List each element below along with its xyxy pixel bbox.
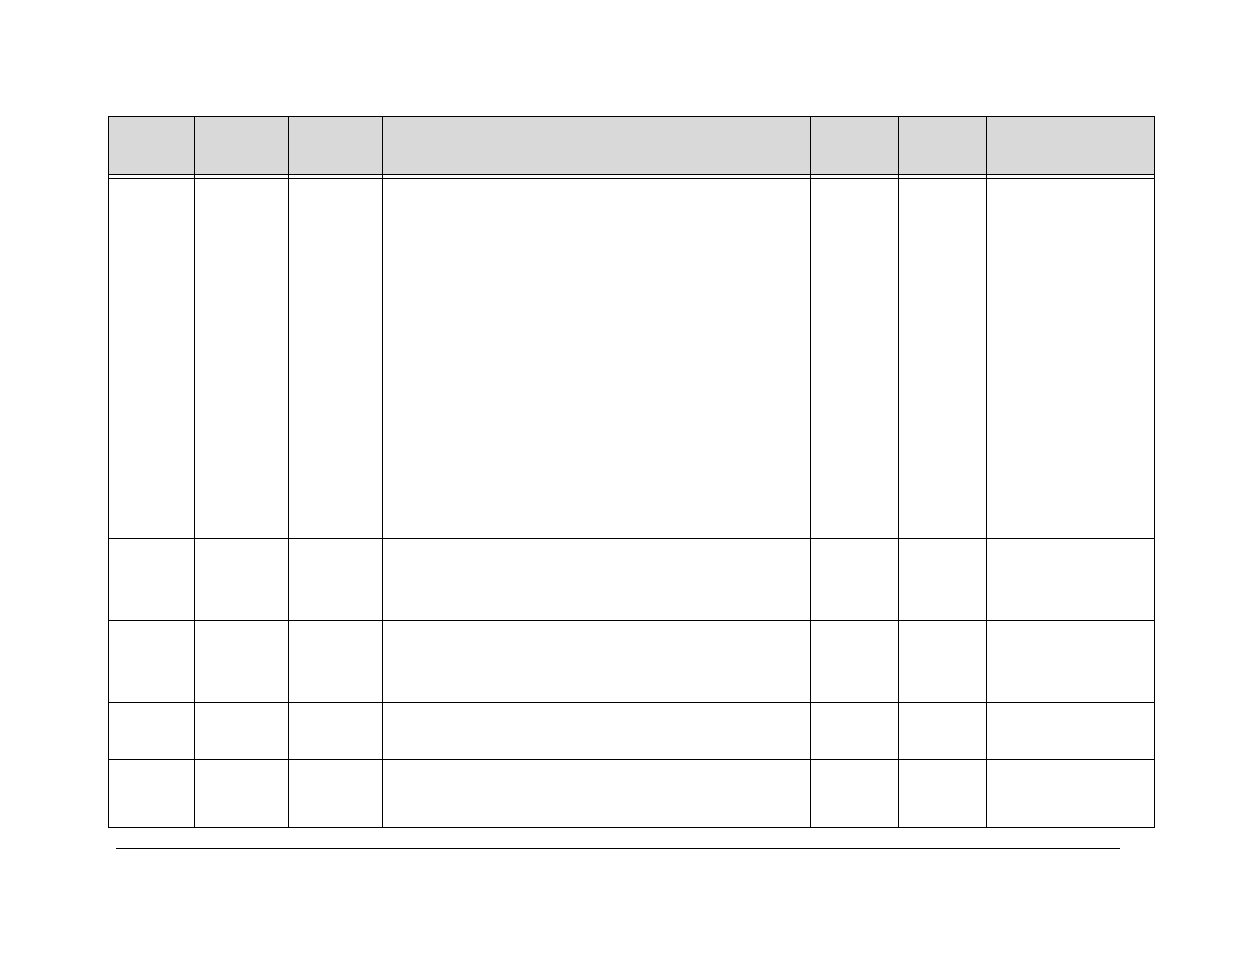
table-cell [195,759,289,827]
table-row [109,538,1155,620]
table-row [109,703,1155,759]
table-cell [195,621,289,703]
table-cell [109,538,195,620]
table-cell [289,759,383,827]
table-cell [987,175,1155,539]
table-cell [195,703,289,759]
table-header-cell [987,117,1155,175]
table-cell [899,175,987,539]
table-cell [811,703,899,759]
table-cell [109,175,195,539]
table-cell [811,175,899,539]
table-cell [109,621,195,703]
table-cell [109,703,195,759]
table-cell [109,759,195,827]
data-table [108,116,1154,828]
footer-rule [116,848,1120,849]
table-cell [289,621,383,703]
table-cell [289,703,383,759]
header-double-rule [108,178,1154,179]
table-cell [195,538,289,620]
table-cell [383,538,811,620]
table-header-cell [383,117,811,175]
table-cell [811,621,899,703]
table-cell [987,621,1155,703]
table-header-row [109,117,1155,175]
page [0,0,1235,954]
table-cell [383,759,811,827]
table-cell [383,703,811,759]
table-header-cell [109,117,195,175]
table-header-cell [811,117,899,175]
table-cell [383,621,811,703]
table-cell [987,538,1155,620]
table-row [109,759,1155,827]
table-cell [811,538,899,620]
table-header-cell [195,117,289,175]
table-row [109,175,1155,539]
table-header-cell [289,117,383,175]
table-cell [899,703,987,759]
table-row [109,621,1155,703]
table-cell [289,175,383,539]
table-cell [899,538,987,620]
table-cell [811,759,899,827]
table-header-cell [899,117,987,175]
table-cell [289,538,383,620]
table-cell [987,759,1155,827]
table-cell [987,703,1155,759]
table-cell [899,621,987,703]
table-cell [899,759,987,827]
table-cell [195,175,289,539]
table-cell [383,175,811,539]
